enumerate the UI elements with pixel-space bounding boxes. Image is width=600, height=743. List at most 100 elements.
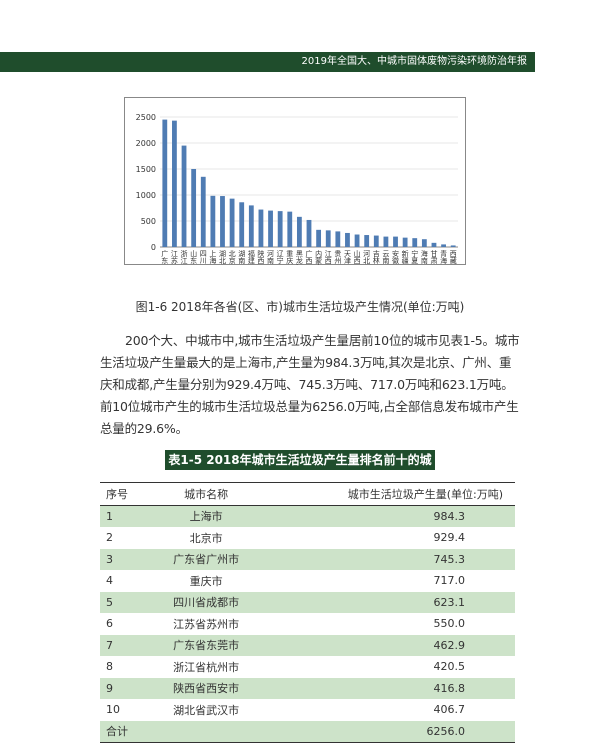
x-tick-label: 西藏 (449, 250, 457, 265)
bar (258, 209, 264, 247)
table-row: 10 湖北省武汉市 406.7 (100, 699, 515, 721)
table-row: 2 北京市 929.4 (100, 527, 515, 549)
bar (335, 231, 341, 247)
table-cell: 3 (106, 552, 113, 566)
table-cell: 4 (106, 574, 113, 588)
bar (277, 211, 283, 247)
table-cell: 623.1 (433, 595, 466, 609)
total-row: 合计 6256.0 (100, 720, 515, 743)
y-tick-label: 2500 (136, 113, 156, 122)
x-tick-label: 江苏 (170, 250, 178, 265)
bar (450, 245, 456, 247)
x-tick-label: 四川 (199, 250, 207, 264)
x-tick-label: 吉林 (372, 250, 380, 265)
table-cell: 北京市 (189, 531, 223, 545)
table-cell (149, 721, 262, 743)
table-cell: 2 (106, 531, 113, 545)
chart-frame (124, 97, 466, 265)
table-cell: 5 (106, 595, 113, 609)
table-row: 4 重庆市 717.0 (100, 570, 515, 592)
table-cell: 745.3 (433, 552, 466, 566)
x-tick-label: 山西 (353, 249, 361, 265)
bar (239, 202, 245, 247)
x-tick-label: 陕西 (257, 249, 265, 265)
table-cell: 416.8 (433, 681, 466, 695)
bar (316, 229, 322, 247)
y-tick-label: 1000 (136, 191, 156, 200)
y-tick-label: 2000 (136, 139, 156, 148)
bar (220, 196, 225, 247)
bar (412, 238, 418, 247)
bar (248, 205, 254, 247)
table: 序号 城市名称 城市生活垃圾产生量(单位:万吨) 1 上海市 984.3 2 北京市 929.… (100, 482, 515, 743)
y-tick-label: 500 (141, 217, 156, 226)
table-cell: 合计 (106, 725, 128, 739)
bar (181, 145, 187, 247)
table-row: 6 江苏省苏州市 550.0 (100, 613, 515, 635)
table-row: 8 浙江省杭州市 420.5 (100, 656, 515, 678)
x-tick-label: 北京 (228, 250, 236, 265)
bar (441, 244, 446, 247)
x-tick-label: 湖北 (218, 249, 226, 265)
table-row: 5 四川省成都市 623.1 (100, 591, 515, 613)
x-tick-label: 新疆 (401, 249, 409, 265)
x-tick-label: 山东 (190, 249, 198, 264)
bar (325, 230, 331, 247)
table-row: 9 陕西省西安市 416.8 (100, 677, 515, 699)
table-cell: 717.0 (433, 574, 466, 588)
table-cell: 广东省东莞市 (173, 639, 240, 653)
table-cell: 1 (106, 509, 113, 523)
bar (364, 235, 370, 247)
x-tick-label: 甘肃 (430, 249, 438, 265)
chart: 0 500 1000 1500 2000 2500 广东 江苏 浙江 山东 四川 上海 湖北 北京 湖南 福建… (124, 97, 466, 265)
bar (402, 237, 408, 247)
table-cell: 929.4 (433, 531, 466, 545)
table-cell: 9 (106, 681, 113, 695)
x-tick-label: 内蒙古 (315, 249, 323, 265)
y-tick-label: 1500 (136, 165, 156, 174)
x-tick-label: 上海 (209, 249, 217, 265)
table-cell: 陕西省西安市 (173, 682, 240, 696)
table-row: 7 广东省东莞市 462.9 (100, 634, 515, 656)
x-tick-label: 黑龙江 (295, 250, 303, 265)
x-tick-label: 云南 (382, 250, 390, 264)
x-tick-label: 辽宁 (276, 250, 284, 264)
x-tick-label: 河北 (363, 250, 371, 265)
bar (210, 195, 216, 247)
bar (268, 210, 273, 247)
table-cell: 420.5 (433, 660, 466, 674)
table-row: 1 上海市 984.3 (100, 505, 515, 527)
table-cell: 6256.0 (426, 724, 466, 738)
y-tick-label: 0 (151, 243, 156, 252)
table-cell: 406.7 (433, 703, 466, 717)
bar (287, 211, 293, 247)
bar (421, 239, 427, 247)
bar (354, 234, 360, 247)
caption: 图1-6 2018年各省(区、市)城市生活垃圾产生情况(单位:万吨) (135, 300, 465, 314)
table-cell: 江苏省苏州市 (173, 617, 240, 631)
table-cell: 广东省广州市 (173, 553, 240, 567)
table-cell: 四川省成都市 (173, 596, 240, 610)
bar (306, 219, 312, 247)
table-cell: 10 (106, 703, 120, 717)
table-cell: 7 (106, 638, 113, 652)
table-cell: 湖北省武汉市 (173, 703, 240, 717)
x-tick-label: 广西 (305, 249, 313, 265)
table-cell: 重庆市 (189, 574, 223, 588)
x-tick-label: 青海 (440, 249, 448, 265)
table-cell: 6 (106, 617, 113, 631)
table-cell: 上海市 (189, 510, 223, 524)
x-tick-label: 贵州 (334, 249, 342, 264)
bar (431, 242, 437, 247)
bar (191, 169, 197, 247)
x-tick-label: 重庆 (286, 250, 294, 265)
paragraph: 200个大、中城市中,城市生活垃圾产生量居前10位的城市见表1-5。城市生活垃圾… (100, 333, 520, 436)
bar (229, 198, 235, 247)
x-tick-label: 安徽 (392, 249, 400, 265)
table-cell: 984.3 (433, 509, 466, 523)
x-tick-label: 广东 (161, 249, 169, 264)
x-tick-label: 天津 (343, 250, 351, 265)
table-cell: 8 (106, 660, 113, 674)
table-cell: 浙江省杭州市 (173, 660, 240, 674)
